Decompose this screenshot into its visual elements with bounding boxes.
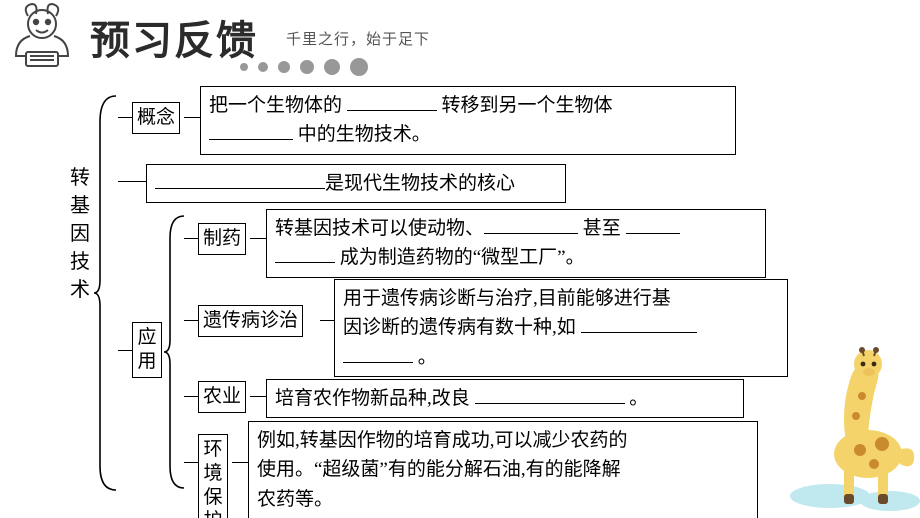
banner-subtitle: 千里之行，始于足下 <box>286 28 430 49</box>
connector <box>232 462 248 463</box>
node-env-text: 环境保护 <box>203 439 222 518</box>
connector <box>250 238 266 239</box>
mascot-icon <box>6 2 78 72</box>
connector <box>320 320 334 321</box>
box-core: 是现代生物技术的核心 <box>146 164 566 203</box>
node-pharma: 制药 <box>198 223 246 255</box>
blank <box>581 314 697 334</box>
text: 甚至 <box>578 218 626 239</box>
brace-application <box>164 214 186 490</box>
connector <box>118 117 132 118</box>
node-agri: 农业 <box>198 381 246 413</box>
text: 是现代生物技术的核心 <box>325 173 515 194</box>
node-concept-text: 概念 <box>137 107 175 128</box>
blank <box>209 121 293 141</box>
banner-title: 预习反馈 <box>90 8 258 66</box>
text: 例如,转基因作物的培育成功,可以减少农药的 <box>257 430 628 451</box>
dot-icon <box>278 61 290 73</box>
text: 。 <box>625 388 649 409</box>
connector <box>250 396 266 397</box>
dot-icon <box>240 63 248 71</box>
connector <box>184 238 198 239</box>
connector <box>184 462 198 463</box>
text: 成为制造药物的“微型工厂”。 <box>335 247 585 268</box>
banner-dots <box>240 58 374 76</box>
text: 转移到另一个生物体 <box>437 95 613 116</box>
box-concept: 把一个生物体的 转移到另一个生物体 中的生物技术。 <box>200 86 736 155</box>
node-concept: 概念 <box>132 102 180 134</box>
text: 把一个生物体的 <box>209 95 347 116</box>
node-agri-text: 农业 <box>203 386 241 407</box>
connector <box>184 320 198 321</box>
box-genetic: 用于遗传病诊断与治疗,目前能够进行基 因诊断的遗传病有数十种,如 。 <box>334 279 788 377</box>
box-pharma: 转基因技术可以使动物、 甚至 成为制造药物的“微型工厂”。 <box>266 209 766 278</box>
header-banner: 预习反馈 千里之行，始于足下 <box>0 0 920 78</box>
text: 转基因技术可以使动物、 <box>275 218 484 239</box>
blank <box>343 343 413 363</box>
text: 因诊断的遗传病有数十种,如 <box>343 317 581 338</box>
blank <box>626 214 680 234</box>
dot-icon <box>300 60 314 74</box>
text: 农药等。 <box>257 489 333 510</box>
connector <box>118 350 132 351</box>
connector <box>184 396 198 397</box>
connector <box>118 181 146 182</box>
brace-root <box>94 94 118 492</box>
blank <box>347 91 437 111</box>
connector <box>184 117 200 118</box>
blank <box>484 214 578 234</box>
node-pharma-text: 制药 <box>203 228 241 249</box>
node-env: 环境保护 <box>198 434 228 518</box>
blank <box>475 384 625 404</box>
node-genetic-text: 遗传病诊治 <box>203 310 298 331</box>
box-agri: 培育农作物新品种,改良 。 <box>266 379 744 418</box>
root-label: 转基因技术 <box>66 164 94 304</box>
box-env: 例如,转基因作物的培育成功,可以减少农药的 使用。“超级菌”有的能分解石油,有的… <box>248 421 758 518</box>
giraffe-icon <box>790 346 920 516</box>
dot-icon <box>350 58 368 76</box>
blank <box>275 244 335 264</box>
node-genetic: 遗传病诊治 <box>198 305 303 337</box>
text: 。 <box>413 347 437 368</box>
text: 使用。“超级菌”有的能分解石油,有的能降解 <box>257 459 621 480</box>
text: 中的生物技术。 <box>293 124 431 145</box>
text: 用于遗传病诊断与治疗,目前能够进行基 <box>343 288 671 309</box>
node-application: 应用 <box>132 322 162 378</box>
diagram: 转基因技术 概念 把一个生物体的 转移到另一个生物体 中的生物技术。 是现代生物… <box>66 82 846 502</box>
node-application-text: 应用 <box>137 327 156 372</box>
blank <box>155 169 325 189</box>
text: 培育农作物新品种,改良 <box>275 388 475 409</box>
dot-icon <box>324 59 340 75</box>
dot-icon <box>258 62 268 72</box>
